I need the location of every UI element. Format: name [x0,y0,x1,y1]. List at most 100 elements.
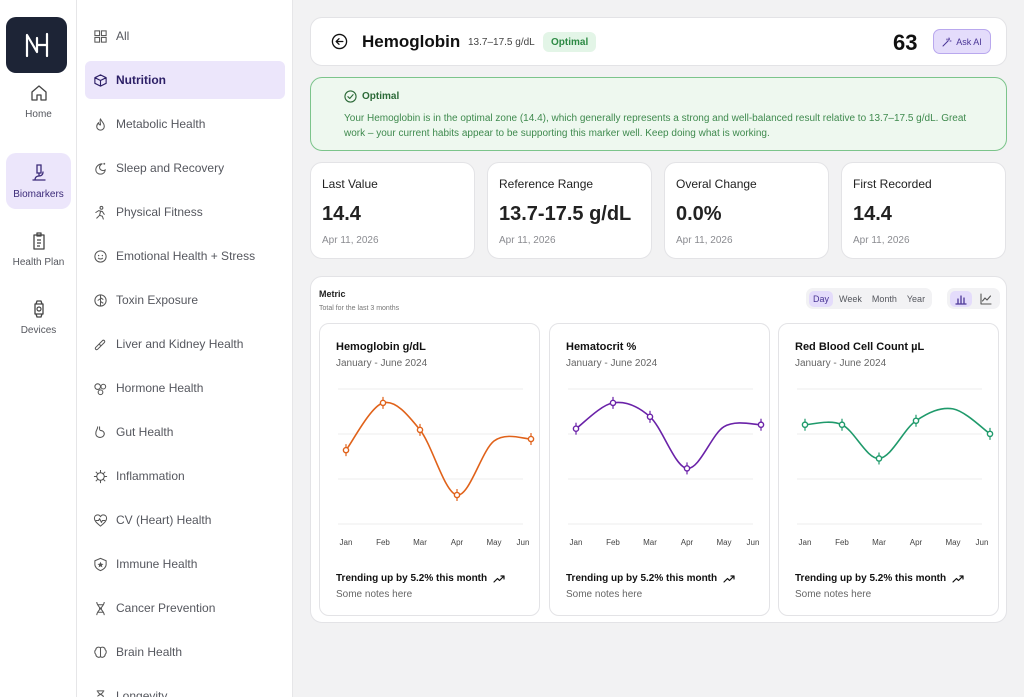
chart-title: Hemoglobin g/dL [336,341,426,353]
moon-icon [95,162,106,175]
data-point[interactable] [683,465,691,472]
stat-card-reference-range: Reference Range 13.7-17.5 g/dL Apr 11, 2… [487,162,652,259]
grid-icon [94,29,107,43]
data-point[interactable] [609,399,617,407]
stat-date: Apr 11, 2026 [499,235,556,246]
data-point[interactable] [912,417,920,425]
sidebar-item-label: Gut Health [116,425,174,439]
rail-item-devices[interactable]: Devices [6,289,71,345]
dna-icon [96,601,105,615]
alert-header: Optimal [344,90,399,103]
data-point[interactable] [646,413,654,421]
x-tick-label: Apr [681,538,694,547]
rail-item-label: Biomarkers [13,188,64,200]
sidebar-item-cv-heart[interactable]: CV (Heart) Health [85,501,285,539]
stat-value: 14.4 [853,203,892,225]
x-tick-label: Mar [643,538,657,547]
heart-pulse-icon [93,513,108,527]
chart-card-hematocrit: Hematocrit % January - June 2024 Jan Feb M… [549,323,770,616]
pill-icon [94,339,106,350]
data-point[interactable] [875,455,883,462]
logo-mark-icon [25,32,48,58]
sidebar-item-cancer-prevention[interactable]: Cancer Prevention [85,589,285,627]
data-point[interactable] [838,421,846,429]
biomarker-header: Hemoglobin 13.7–17.5 g/dL Optimal 63 Ask… [310,17,1007,66]
data-point[interactable] [986,430,994,438]
x-tick-label: Jan [799,538,812,547]
rail-item-health-plan[interactable]: Health Plan [6,221,71,277]
line-chart-hematocrit: Jan Feb Mar Apr May Jun [568,388,765,547]
x-tick-label: Feb [376,538,390,547]
score-value: 63 [893,30,918,55]
microscope-icon [31,163,46,181]
period-day-button[interactable]: Day [809,290,834,307]
sidebar-item-sleep-recovery[interactable]: Sleep and Recovery [85,149,285,187]
sidebar-item-immune-health[interactable]: Immune Health [85,545,285,583]
x-tick-label: Apr [451,538,464,547]
trend-summary: Trending up by 5.2% this month [336,573,505,584]
bar-chart-toggle[interactable] [950,290,972,307]
watch-icon [33,299,44,318]
metric-subtitle: Total for the last 3 months [319,305,400,312]
sidebar-item-label: Toxin Exposure [116,293,199,307]
sidebar-item-physical-fitness[interactable]: Physical Fitness [85,193,285,231]
sidebar-item-label: Metabolic Health [116,117,206,131]
sidebar-item-nutrition[interactable]: Nutrition [85,61,285,99]
data-point[interactable] [453,491,461,499]
ask-ai-button[interactable]: Ask AI [933,29,991,54]
brain-icon [94,646,107,658]
sidebar-item-gut-health[interactable]: Gut Health [85,413,285,451]
clipboard-icon [32,231,45,250]
x-tick-label: Jan [570,538,583,547]
sidebar-item-liver-kidney[interactable]: Liver and Kidney Health [85,325,285,363]
x-tick-label: May [486,538,501,547]
x-tick-label: Feb [835,538,849,547]
stat-label: Reference Range [499,177,594,191]
sidebar-item-label: Hormone Health [116,381,204,395]
data-point[interactable] [757,421,765,429]
data-point[interactable] [379,399,387,407]
sidebar-item-all[interactable]: All [85,17,285,55]
data-point[interactable] [801,421,809,429]
stat-card-overall-change: Overal Change 0.0% Apr 11, 2026 [664,162,829,259]
chart-subtitle: January - June 2024 [795,358,887,369]
sidebar-item-label: Liver and Kidney Health [116,337,244,351]
series-line [575,401,762,470]
rail-item-label: Devices [20,324,57,336]
data-point[interactable] [342,446,350,454]
sidebar-item-brain-health[interactable]: Brain Health [85,633,285,671]
data-point[interactable] [572,425,580,433]
back-arrow-icon[interactable] [331,33,348,50]
data-point[interactable] [527,435,535,443]
metric-card: Metric Total for the last 3 months Day W… [310,276,1007,623]
sidebar-item-label: Physical Fitness [116,205,203,219]
chart-notes: Some notes here [566,589,643,600]
sidebar-item-emotional-health[interactable]: Emotional Health + Stress [85,237,285,275]
hourglass-icon [96,689,105,697]
stat-date: Apr 11, 2026 [322,235,379,246]
sidebar-item-hormone-health[interactable]: Hormone Health [85,369,285,407]
trend-text: Trending up by 5.2% this month [795,573,947,584]
app-logo[interactable] [6,17,67,73]
x-tick-label: May [945,538,960,547]
period-year-button[interactable]: Year [906,293,926,304]
flame-icon [96,117,105,131]
sidebar-item-metabolic-health[interactable]: Metabolic Health [85,105,285,143]
sidebar-item-inflammation[interactable]: Inflammation [85,457,285,495]
sidebar-item-label: Nutrition [116,73,166,87]
rail-item-biomarkers[interactable]: Biomarkers [6,153,71,209]
magic-wand-icon [942,37,952,46]
line-chart-toggle[interactable] [975,291,997,307]
line-chart-icon [980,292,992,305]
period-month-button[interactable]: Month [871,293,897,304]
sidebar-item-label: Longevity [116,689,168,697]
leaf-shield-icon [94,293,107,307]
period-week-button[interactable]: Week [839,293,862,304]
sidebar-item-label: All [116,29,130,43]
sidebar-item-longevity[interactable]: Longevity [85,677,285,697]
sidebar-item-label: Sleep and Recovery [116,161,225,175]
rail-item-home[interactable]: Home [6,73,71,129]
data-point[interactable] [416,426,424,434]
sidebar-item-toxin-exposure[interactable]: Toxin Exposure [85,281,285,319]
reference-range: 13.7–17.5 g/dL [468,37,535,48]
